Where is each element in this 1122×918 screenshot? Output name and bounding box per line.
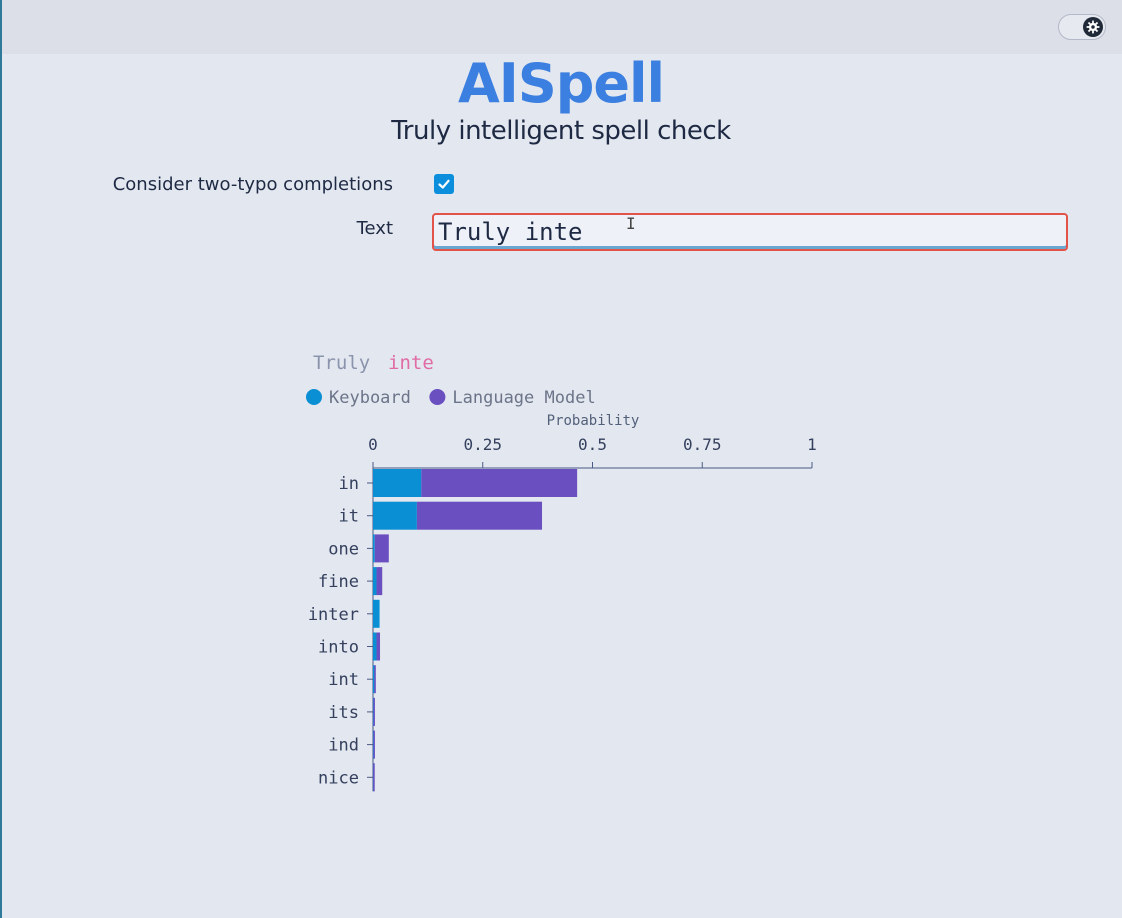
x-tick-label: 1 bbox=[807, 435, 817, 454]
x-tick-label: 0.5 bbox=[578, 435, 607, 454]
y-tick-label: its bbox=[328, 703, 359, 723]
y-tick-label: in bbox=[339, 474, 359, 494]
y-tick-label: nice bbox=[318, 768, 359, 788]
two-typo-label: Consider two-typo completions bbox=[112, 174, 393, 195]
y-tick-label: it bbox=[339, 507, 359, 527]
bar-segment bbox=[374, 534, 389, 563]
y-tick-label: fine bbox=[318, 572, 359, 592]
y-tick-label: one bbox=[328, 539, 359, 559]
y-tick-label: into bbox=[318, 638, 359, 658]
bar-segment bbox=[416, 501, 543, 530]
bar-segment bbox=[373, 763, 375, 792]
x-axis-label: Probability bbox=[547, 413, 640, 429]
text-cursor-icon: I bbox=[626, 214, 636, 233]
bar-segment bbox=[373, 730, 375, 759]
y-tick-label: int bbox=[328, 670, 359, 690]
legend-swatch bbox=[306, 389, 322, 405]
bar-segment bbox=[376, 567, 383, 596]
bar-segment bbox=[373, 469, 422, 497]
bars: in it one fine inter into int its ind nice bbox=[308, 469, 578, 792]
checkmark-icon bbox=[438, 179, 450, 189]
bar-segment bbox=[421, 469, 578, 497]
bar-segment bbox=[373, 567, 377, 596]
bar-segment bbox=[373, 599, 380, 628]
legend-label: Language Model bbox=[452, 388, 595, 408]
gear-icon bbox=[1083, 17, 1103, 37]
app-subtitle: Truly intelligent spell check bbox=[391, 116, 731, 146]
theme-toggle[interactable] bbox=[1058, 14, 1106, 40]
top-bar bbox=[2, 0, 1122, 54]
text-input[interactable] bbox=[432, 213, 1068, 251]
bar-segment bbox=[373, 632, 377, 661]
bar-segment bbox=[373, 763, 375, 792]
y-tick-label: inter bbox=[308, 605, 359, 625]
chart-legend: Keyboard Language Model bbox=[306, 388, 596, 408]
two-typo-checkbox[interactable] bbox=[434, 174, 454, 194]
x-tick-label: 0.75 bbox=[683, 435, 722, 454]
bar-segment bbox=[373, 730, 375, 759]
text-field-label: Text bbox=[356, 218, 393, 239]
app-title: AISpell bbox=[457, 52, 665, 115]
bar-segment bbox=[373, 665, 375, 694]
bar-segment bbox=[376, 632, 381, 661]
bar-segment bbox=[373, 534, 375, 563]
x-axis: 0 0.25 0.5 0.75 1 bbox=[368, 435, 817, 792]
x-tick-label: 0.25 bbox=[463, 435, 502, 454]
bar-segment bbox=[374, 665, 376, 694]
bar-segment bbox=[373, 697, 375, 726]
bar-segment bbox=[373, 697, 375, 726]
y-tick-label: ind bbox=[328, 736, 359, 756]
context-word: Truly bbox=[313, 352, 370, 374]
x-tick-label: 0 bbox=[368, 435, 378, 454]
bar-segment bbox=[373, 501, 417, 530]
window-edge bbox=[0, 0, 2, 918]
legend-swatch bbox=[429, 389, 446, 405]
partial-word: inte bbox=[388, 352, 434, 374]
legend-label: Keyboard bbox=[329, 388, 411, 408]
